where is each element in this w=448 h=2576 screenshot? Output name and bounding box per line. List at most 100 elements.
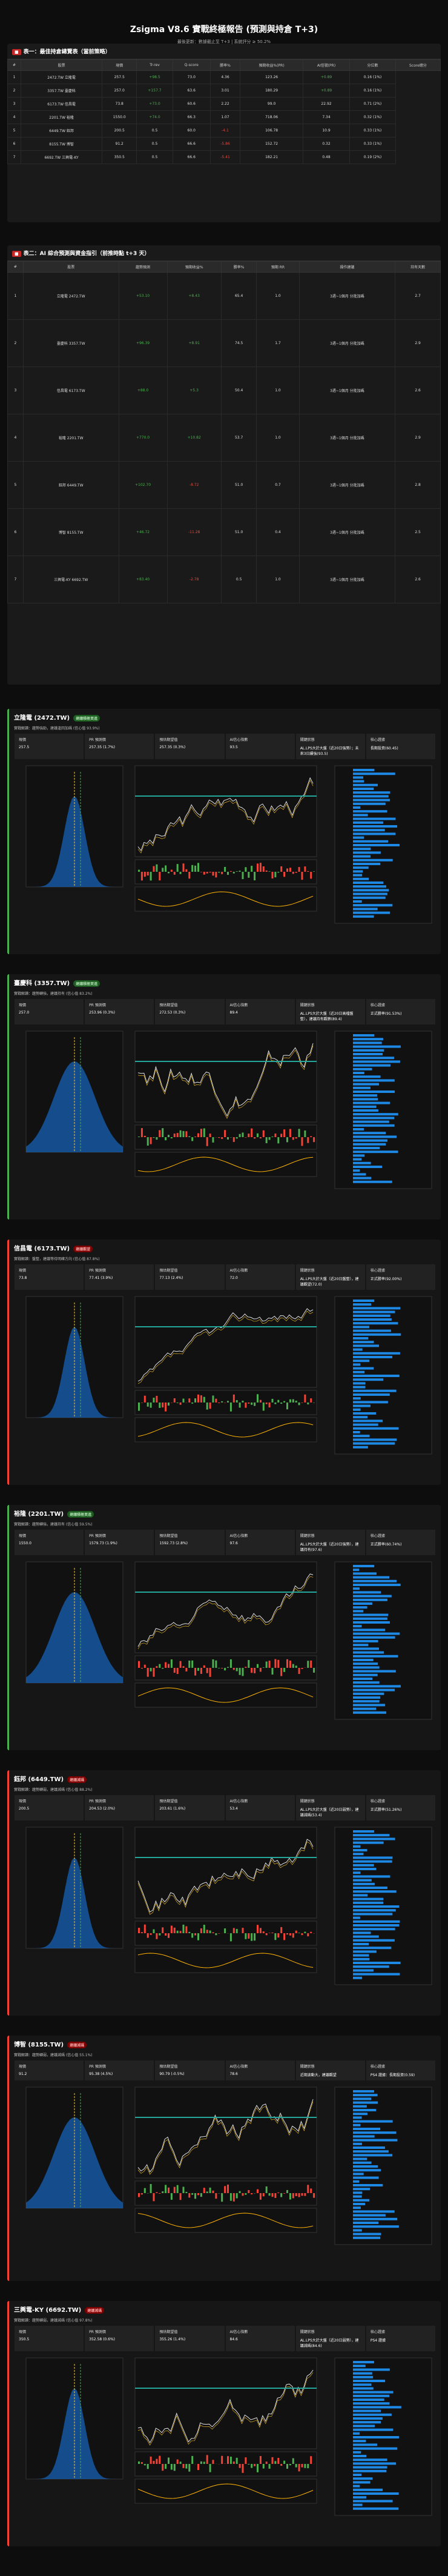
histogram-bar — [353, 2142, 362, 2145]
card-name: 鈺邦 (6449.TW) — [14, 1776, 64, 1783]
volume-bar — [182, 1666, 185, 1668]
histogram-bar — [353, 1841, 384, 1844]
histogram-bar — [353, 2398, 384, 2401]
volume-bar — [173, 2186, 176, 2193]
volume-bar — [271, 2457, 274, 2464]
volume-bar — [159, 1403, 161, 1408]
volume-bar — [271, 1668, 274, 1675]
table-cell: 10.9 — [302, 124, 351, 138]
volume-bar — [251, 2464, 253, 2468]
volume-bar — [229, 2193, 232, 2201]
volume-bar — [227, 2184, 229, 2193]
volume-bar — [224, 1668, 226, 1671]
volume-bar — [182, 1130, 185, 1137]
volume-bar — [215, 1933, 217, 1936]
volume-bar — [150, 872, 152, 881]
stat-label: PR 預測價 — [87, 1797, 152, 1805]
volume-bar — [304, 866, 306, 872]
table-cell: 3357.TW 臺慶科 — [20, 84, 103, 98]
volume-bar — [307, 2185, 309, 2193]
volume-bar — [221, 1137, 223, 1139]
volume-bar — [248, 1403, 250, 1404]
volume-bar — [200, 2461, 202, 2464]
table-header-cell: 勝率% — [220, 261, 257, 273]
histogram-bar — [353, 836, 364, 839]
table-cell: 0.33 (1%) — [349, 124, 396, 138]
histogram-bar — [353, 1871, 361, 1874]
histogram-bar — [353, 2469, 387, 2472]
histogram-bar — [353, 1830, 375, 1833]
volume-bar — [277, 1933, 280, 1938]
histogram-bar — [353, 2466, 387, 2469]
volume-bar — [295, 2193, 297, 2197]
volume-bar — [188, 1398, 191, 1403]
histogram-bar — [353, 1139, 388, 1142]
stat-cell: AI信心指數 93.5 — [225, 734, 295, 759]
stat-cell: 現價 350.5 — [15, 2326, 84, 2351]
histogram-bar — [353, 1344, 380, 1347]
ma-line — [137, 1045, 314, 1119]
histogram-bar — [353, 2135, 375, 2138]
histogram-bar — [353, 2413, 392, 2416]
volume-bar — [295, 1930, 297, 1933]
histogram-bar — [353, 1931, 371, 1934]
table-cell: 2201.TW 裕隆 — [20, 110, 103, 124]
table-cell: -5.86 — [209, 137, 241, 151]
histogram-bar — [353, 1404, 371, 1407]
volume-bar — [170, 2464, 173, 2470]
volume-bar — [268, 1403, 271, 1408]
volume-bar — [295, 2464, 297, 2468]
table-cell: 123.26 — [240, 70, 303, 84]
volume-bar — [229, 871, 232, 872]
histogram-bar — [353, 1363, 361, 1366]
volume-bar — [280, 2464, 283, 2466]
volume-bar — [147, 2464, 149, 2469]
table-cell: 3週~1個月 分批加碼 — [298, 367, 396, 414]
histogram-bar — [353, 1602, 372, 1605]
table-row: 1 立隆電 2472.TW +53.10 +8.43 65.4 1.0 3週~1個月 分批加… — [7, 272, 441, 320]
indicator-line — [137, 2213, 314, 2228]
volume-bar — [298, 867, 300, 872]
volume-bar — [197, 1668, 199, 1671]
histogram-bar — [353, 2375, 374, 2378]
stat-label: AI信心指數 — [228, 735, 292, 743]
price-line — [137, 777, 314, 852]
volume-bar — [245, 1137, 247, 1138]
card-title: 三興電-KY (6692.TW) 建議減碼 — [9, 2301, 441, 2317]
volume-bar — [280, 1927, 283, 1933]
histogram-bar — [353, 1322, 398, 1325]
histogram-bar — [353, 2173, 364, 2176]
table-cell: 53.7 — [220, 414, 257, 462]
histogram-bar — [353, 780, 364, 783]
stat-label: 核心證據 — [368, 735, 433, 743]
histogram-bar — [353, 1150, 398, 1154]
histogram-bar — [353, 1905, 400, 1908]
volume-bar — [283, 872, 286, 877]
volume-bar — [159, 2193, 161, 2194]
histogram-bar — [353, 1109, 378, 1112]
table-header-cell: 勝率% — [209, 59, 241, 71]
table-row: 6 8155.TW 博智 91.2 0.5 66.6 -5.86 152.72 0.32 0.3… — [7, 137, 441, 151]
table-cell: 2.6 — [395, 556, 441, 603]
volume-bar — [262, 866, 265, 872]
histogram-bar — [353, 2150, 389, 2153]
volume-bar — [274, 1933, 277, 1940]
volume-bar — [218, 1137, 220, 1138]
indicator-panel — [134, 1417, 317, 1442]
volume-bar — [221, 2455, 223, 2464]
stat-value: 257.35 (1.7%) — [87, 744, 152, 751]
table-row: 2 臺慶科 3357.TW +96.39 +8.91 74.5 1.7 3週~1個月 分批加… — [7, 319, 441, 367]
histogram-bar — [353, 1053, 383, 1055]
volume-bar — [156, 1137, 158, 1140]
histogram-bar — [353, 1389, 397, 1392]
histogram-bar — [353, 1419, 383, 1422]
volume-bar — [248, 1660, 250, 1668]
table-cell: 718.06 — [240, 110, 303, 124]
table-cell: 博智 8155.TW — [22, 508, 119, 556]
histogram-bar — [353, 1704, 386, 1707]
histogram-bar — [353, 1113, 398, 1116]
histogram-bar — [353, 1307, 401, 1310]
volume-bar — [159, 1130, 161, 1137]
volume-bar — [251, 1128, 253, 1137]
volume-bar — [224, 1130, 226, 1137]
